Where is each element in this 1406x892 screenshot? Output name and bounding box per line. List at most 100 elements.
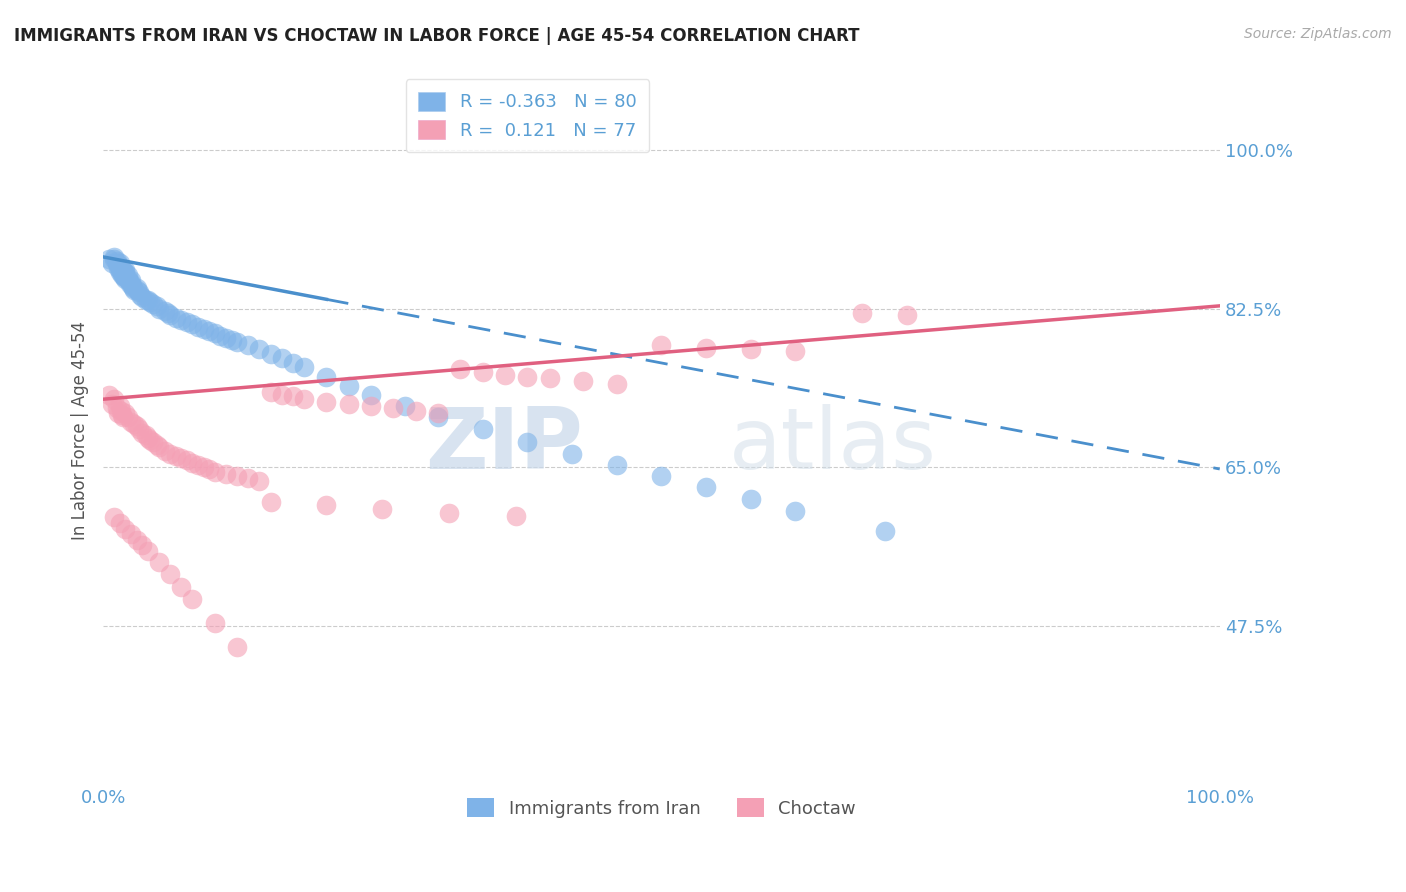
Point xyxy=(153,443,176,458)
Point xyxy=(117,410,139,425)
Point xyxy=(851,306,873,320)
Point xyxy=(238,471,260,485)
Point xyxy=(136,293,159,307)
Point xyxy=(114,269,136,284)
Point xyxy=(122,281,145,295)
Point xyxy=(165,450,187,464)
Point xyxy=(371,501,394,516)
Point xyxy=(181,317,204,331)
Point xyxy=(131,290,153,304)
Point xyxy=(606,376,628,391)
Point xyxy=(125,284,148,298)
Point xyxy=(117,271,139,285)
Point xyxy=(181,456,204,470)
Point xyxy=(103,392,125,407)
Text: ZIP: ZIP xyxy=(426,403,583,486)
Point xyxy=(139,433,162,447)
Point xyxy=(145,437,167,451)
Point xyxy=(128,285,150,300)
Point xyxy=(226,335,249,350)
Text: Source: ZipAtlas.com: Source: ZipAtlas.com xyxy=(1244,27,1392,41)
Point xyxy=(101,397,124,411)
Point xyxy=(108,262,131,277)
Point xyxy=(148,555,170,569)
Point xyxy=(226,640,249,654)
Point xyxy=(209,328,232,343)
Point xyxy=(249,343,271,357)
Point xyxy=(785,344,807,359)
Point xyxy=(129,288,152,302)
Point xyxy=(650,469,672,483)
Point xyxy=(112,265,135,279)
Point xyxy=(114,406,136,420)
Point xyxy=(494,368,516,382)
Point xyxy=(198,462,221,476)
Point xyxy=(193,460,215,475)
Point xyxy=(740,491,762,506)
Point xyxy=(394,399,416,413)
Point xyxy=(128,422,150,436)
Point xyxy=(114,262,136,277)
Point xyxy=(176,453,198,467)
Point xyxy=(131,425,153,440)
Point xyxy=(108,259,131,273)
Point xyxy=(204,616,226,631)
Point xyxy=(136,543,159,558)
Point xyxy=(108,265,131,279)
Point xyxy=(124,417,146,431)
Point xyxy=(107,258,129,272)
Point xyxy=(650,338,672,352)
Point xyxy=(117,268,139,282)
Point xyxy=(114,265,136,279)
Point xyxy=(107,260,129,275)
Point xyxy=(505,509,527,524)
Point xyxy=(139,295,162,310)
Point xyxy=(572,374,595,388)
Point xyxy=(124,284,146,298)
Point xyxy=(103,510,125,524)
Point xyxy=(896,308,918,322)
Point xyxy=(159,567,181,582)
Point xyxy=(111,408,134,422)
Point xyxy=(108,399,131,413)
Point xyxy=(118,277,141,291)
Point xyxy=(125,533,148,547)
Point xyxy=(110,260,132,275)
Point xyxy=(516,434,538,449)
Point xyxy=(270,387,292,401)
Point xyxy=(148,440,170,454)
Point xyxy=(135,293,157,307)
Point xyxy=(121,279,143,293)
Point xyxy=(103,252,125,266)
Point xyxy=(337,378,360,392)
Point xyxy=(120,415,142,429)
Point xyxy=(131,538,153,552)
Point xyxy=(176,315,198,329)
Text: IMMIGRANTS FROM IRAN VS CHOCTAW IN LABOR FORCE | AGE 45-54 CORRELATION CHART: IMMIGRANTS FROM IRAN VS CHOCTAW IN LABOR… xyxy=(14,27,859,45)
Point xyxy=(112,265,135,279)
Point xyxy=(215,330,238,344)
Point xyxy=(105,401,128,416)
Point xyxy=(270,351,292,366)
Point xyxy=(427,410,450,425)
Point xyxy=(606,458,628,473)
Point xyxy=(120,527,142,541)
Point xyxy=(187,319,209,334)
Point xyxy=(159,308,181,322)
Point xyxy=(181,591,204,606)
Point xyxy=(120,276,142,290)
Point xyxy=(107,406,129,420)
Point xyxy=(187,458,209,473)
Point xyxy=(97,387,120,401)
Point xyxy=(249,474,271,488)
Point xyxy=(221,333,243,347)
Point xyxy=(110,404,132,418)
Point xyxy=(315,498,337,512)
Point xyxy=(439,506,461,520)
Point xyxy=(153,304,176,318)
Point xyxy=(238,338,260,352)
Point xyxy=(471,365,494,379)
Point xyxy=(112,410,135,425)
Point xyxy=(449,362,471,376)
Point xyxy=(281,389,304,403)
